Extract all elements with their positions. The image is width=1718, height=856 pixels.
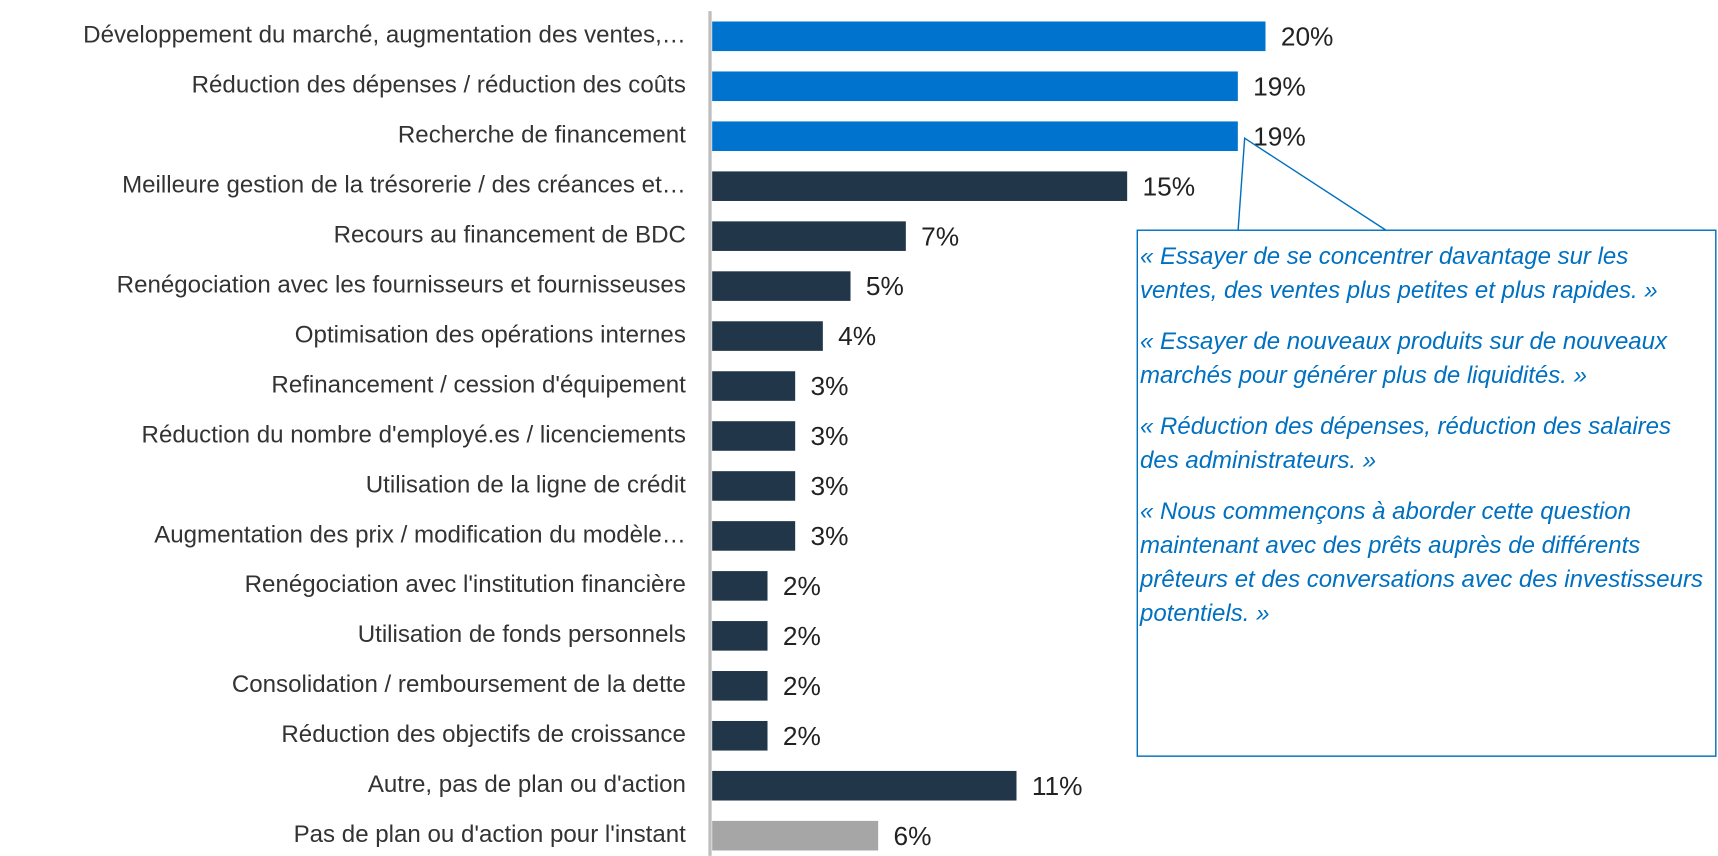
- category-label: Augmentation des prix / modification du …: [154, 521, 686, 548]
- value-label: 5%: [866, 271, 904, 301]
- bar: [712, 820, 879, 851]
- value-label: 3%: [811, 371, 849, 401]
- bar: [712, 770, 1017, 801]
- category-label: Renégociation avec l'institution financi…: [245, 571, 686, 598]
- category-label: Optimisation des opérations internes: [295, 321, 686, 348]
- bar: [712, 720, 768, 751]
- value-label: 3%: [811, 521, 849, 551]
- value-label: 7%: [921, 221, 959, 251]
- callout-box: [1136, 229, 1717, 757]
- value-label: 11%: [1032, 771, 1083, 801]
- callout-mask: [1238, 138, 1386, 231]
- category-label: Recherche de financement: [398, 122, 686, 149]
- category-label: Meilleure gestion de la trésorerie / des…: [122, 172, 686, 199]
- category-label: Consolidation / remboursement de la dett…: [232, 671, 686, 698]
- category-label: Réduction du nombre d'employé.es / licen…: [142, 421, 686, 448]
- callout-connector: [1237, 136, 1387, 231]
- value-label: 2%: [783, 571, 821, 601]
- bar: [712, 21, 1266, 52]
- bar: [712, 571, 768, 601]
- bar: [712, 671, 768, 701]
- value-label: 19%: [1253, 71, 1306, 101]
- value-label: 2%: [783, 721, 821, 751]
- bar: [712, 321, 823, 351]
- value-label: 6%: [894, 821, 932, 851]
- value-label: 2%: [783, 621, 821, 651]
- category-label: Pas de plan ou d'action pour l'instant: [294, 821, 687, 848]
- value-label: 3%: [811, 421, 849, 451]
- category-label: Renégociation avec les fournisseurs et f…: [117, 271, 686, 298]
- category-label: Développement du marché, augmentation de…: [83, 22, 686, 49]
- category-label: Autre, pas de plan ou d'action: [368, 771, 686, 798]
- bar: [712, 421, 796, 451]
- category-label: Recours au financement de BDC: [334, 222, 686, 249]
- quote: « Réduction des dépenses, réduction des …: [1140, 413, 1671, 474]
- quote: « Essayer de se concentrer davantage sur…: [1140, 243, 1658, 304]
- value-label: 4%: [838, 321, 876, 351]
- category-label: Refinancement / cession d'équipement: [271, 371, 686, 398]
- callout-text: « Essayer de se concentrer davantage sur…: [1140, 240, 1710, 648]
- bar: [712, 471, 796, 501]
- value-label: 20%: [1281, 21, 1334, 51]
- quote: « Nous commençons à aborder cette questi…: [1140, 498, 1703, 627]
- category-label: Utilisation de la ligne de crédit: [366, 471, 686, 498]
- bar: [712, 121, 1238, 152]
- bar: [712, 271, 851, 301]
- bar: [712, 171, 1128, 201]
- quote: « Essayer de nouveaux produits sur de no…: [1140, 328, 1668, 389]
- value-label: 3%: [811, 471, 849, 501]
- bar: [712, 221, 906, 251]
- category-label: Utilisation de fonds personnels: [358, 621, 686, 648]
- value-label: 15%: [1143, 171, 1196, 201]
- bar: [712, 621, 768, 651]
- bar: [712, 521, 796, 551]
- category-label: Réduction des objectifs de croissance: [281, 721, 685, 748]
- value-label: 19%: [1253, 121, 1306, 151]
- bar: [712, 71, 1238, 102]
- category-label: Réduction des dépenses / réduction des c…: [192, 72, 686, 99]
- value-label: 2%: [783, 671, 821, 701]
- bar: [712, 371, 796, 401]
